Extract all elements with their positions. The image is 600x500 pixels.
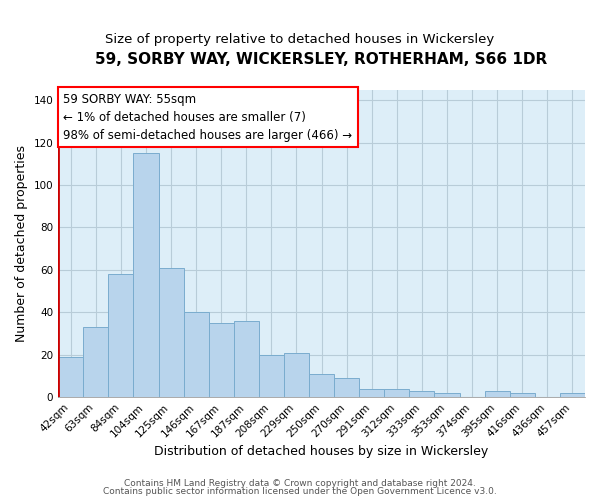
- Text: Contains public sector information licensed under the Open Government Licence v3: Contains public sector information licen…: [103, 487, 497, 496]
- Bar: [434, 393, 460, 397]
- Text: Contains HM Land Registry data © Crown copyright and database right 2024.: Contains HM Land Registry data © Crown c…: [124, 478, 476, 488]
- Bar: [510, 393, 535, 397]
- Bar: [109, 274, 133, 397]
- Bar: [184, 312, 209, 397]
- Bar: [58, 357, 83, 397]
- Text: 59 SORBY WAY: 55sqm
← 1% of detached houses are smaller (7)
98% of semi-detached: 59 SORBY WAY: 55sqm ← 1% of detached hou…: [64, 92, 353, 142]
- X-axis label: Distribution of detached houses by size in Wickersley: Distribution of detached houses by size …: [154, 444, 489, 458]
- Bar: [284, 352, 309, 397]
- Bar: [485, 391, 510, 397]
- Bar: [409, 391, 434, 397]
- Bar: [560, 393, 585, 397]
- Bar: [259, 355, 284, 397]
- Bar: [83, 327, 109, 397]
- Bar: [309, 374, 334, 397]
- Bar: [385, 388, 409, 397]
- Bar: [334, 378, 359, 397]
- Bar: [359, 388, 385, 397]
- Text: Size of property relative to detached houses in Wickersley: Size of property relative to detached ho…: [106, 32, 494, 46]
- Bar: [209, 323, 234, 397]
- Bar: [133, 153, 158, 397]
- Y-axis label: Number of detached properties: Number of detached properties: [15, 145, 28, 342]
- Bar: [234, 321, 259, 397]
- Bar: [158, 268, 184, 397]
- Title: 59, SORBY WAY, WICKERSLEY, ROTHERHAM, S66 1DR: 59, SORBY WAY, WICKERSLEY, ROTHERHAM, S6…: [95, 52, 548, 68]
